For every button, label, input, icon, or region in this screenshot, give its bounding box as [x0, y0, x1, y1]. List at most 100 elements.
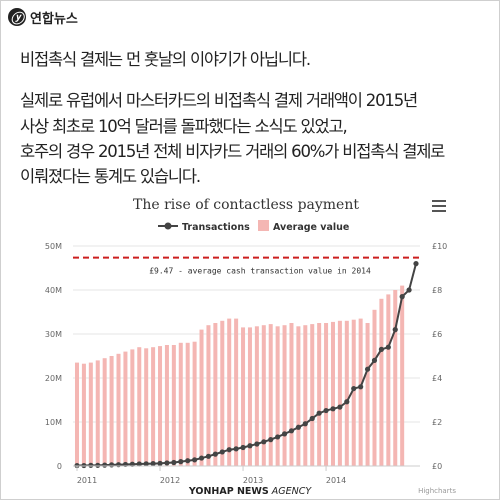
- average-value-bar: [164, 345, 169, 466]
- highcharts-credit[interactable]: Highcharts: [418, 487, 456, 495]
- average-value-bar: [109, 356, 114, 466]
- transactions-point: [164, 460, 170, 466]
- transactions-point: [399, 294, 405, 300]
- transactions-point: [198, 455, 205, 461]
- transactions-point: [323, 407, 329, 414]
- yonhap-watermark: YONHAP NEWS AGENCY: [0, 486, 500, 497]
- average-value-bar: [206, 325, 211, 466]
- average-value-bar: [102, 358, 107, 466]
- contactless-chart: The rise of contactless payment Transact…: [45, 197, 456, 495]
- average-value-bar: [351, 319, 356, 466]
- average-value-bar: [365, 323, 370, 466]
- right-tick-label: £4: [432, 374, 442, 383]
- average-value-bar: [261, 325, 266, 466]
- average-value-bar: [95, 360, 100, 466]
- left-tick-label: 0: [57, 462, 62, 471]
- reference-line-label: £9.47 - average cash transaction value i…: [149, 267, 371, 276]
- average-value-bar: [81, 363, 86, 466]
- average-value-bar: [178, 342, 183, 466]
- transactions-point: [102, 462, 108, 468]
- transactions-point: [413, 261, 419, 267]
- legend-item-average-value[interactable]: Average value: [258, 220, 349, 233]
- transactions-point: [281, 431, 288, 437]
- average-value-bar: [213, 323, 218, 466]
- left-tick-label: 30M: [45, 330, 62, 339]
- right-tick-label: £8: [432, 286, 442, 295]
- average-value-bar: [289, 323, 294, 466]
- transactions-point: [192, 457, 198, 463]
- average-value-bar: [296, 326, 301, 466]
- x-tick-label: 2011: [77, 476, 97, 485]
- average-value-bar: [220, 320, 225, 466]
- watermark-agency: AGENCY: [268, 486, 312, 497]
- transactions-point: [254, 441, 260, 447]
- transactions-point: [302, 421, 308, 427]
- transactions-point: [385, 344, 391, 350]
- transactions-point: [233, 446, 239, 452]
- transactions-point: [136, 461, 142, 467]
- transactions-point: [406, 287, 412, 293]
- transactions-line-path: [77, 263, 417, 467]
- body-line-3: 호주의 경우 2015년 전체 비자카드 거래의 60%가 비접촉식 결제로: [20, 142, 445, 161]
- transactions-point: [371, 357, 378, 363]
- transactions-point: [108, 462, 115, 468]
- average-value-bar: [400, 285, 405, 466]
- legend-label-average-value: Average value: [273, 222, 349, 233]
- average-value-bar: [116, 353, 121, 466]
- body-line-1: 실제로 유럽에서 마스터카드의 비접촉식 결제 거래액이 2015년: [20, 91, 418, 110]
- right-tick-label: £0: [432, 462, 442, 471]
- average-value-bar: [199, 329, 204, 466]
- chart-title: The rise of contactless payment: [133, 197, 359, 213]
- headline: 비접촉식 결제는 먼 훗날의 이야기가 아닙니다.: [20, 50, 311, 69]
- transactions-point: [157, 460, 163, 466]
- average-value-bar: [372, 309, 377, 466]
- body-line-4: 이뤄졌다는 통계도 있습니다.: [20, 167, 201, 186]
- transactions-point: [261, 439, 267, 445]
- transactions-point: [240, 444, 246, 451]
- transactions-point: [212, 451, 218, 457]
- average-value-bar: [337, 320, 342, 466]
- average-value-bar: [393, 290, 398, 466]
- legend-label-transactions: Transactions: [182, 222, 250, 233]
- transactions-point: [219, 449, 225, 455]
- x-tick-label: 2013: [243, 476, 263, 485]
- average-value-bar: [185, 342, 190, 466]
- average-value-bar: [310, 324, 315, 466]
- transactions-point: [247, 443, 253, 449]
- average-value-bar: [358, 318, 363, 466]
- legend-item-transactions[interactable]: Transactions: [158, 222, 250, 233]
- legend: Transactions Average value: [158, 220, 349, 233]
- right-tick-label: £10: [432, 242, 447, 251]
- average-value-bar: [275, 326, 280, 466]
- average-value-bar: [192, 341, 197, 466]
- transactions-point: [392, 327, 398, 333]
- transactions-point: [205, 453, 212, 459]
- yonhap-logo: ⓨ 연합뉴스: [8, 6, 78, 28]
- transactions-point: [337, 404, 343, 410]
- average-value-bar: [137, 347, 142, 466]
- average-value-bar: [317, 323, 322, 466]
- right-tick-label: £2: [432, 418, 442, 427]
- transactions-point: [88, 462, 94, 468]
- average-value-bar: [88, 362, 93, 466]
- average-value-bar: [227, 318, 232, 466]
- yonhap-logo-text: 연합뉴스: [30, 11, 78, 27]
- transactions-point: [171, 459, 177, 466]
- average-value-bars: [74, 285, 405, 466]
- average-value-bar: [344, 320, 349, 466]
- average-value-bar: [123, 351, 128, 466]
- x-tick-label: 2014: [326, 476, 346, 485]
- right-tick-label: £6: [432, 330, 442, 339]
- body-line-2: 사상 최초로 10억 달러를 돌파했다는 소식도 있었고,: [20, 117, 348, 136]
- left-axis: 0 10M 20M 30M 40M 50M: [45, 242, 62, 471]
- average-value-bar: [268, 324, 273, 466]
- left-tick-label: 40M: [45, 286, 62, 295]
- transactions-point: [309, 415, 315, 422]
- transactions-point: [95, 462, 101, 468]
- transactions-point: [364, 366, 371, 372]
- average-value-bar: [144, 348, 149, 466]
- reference-line: £9.47 - average cash transaction value i…: [73, 256, 420, 276]
- average-value-bar: [130, 349, 135, 466]
- hamburger-menu-icon[interactable]: [432, 200, 446, 212]
- transactions-point: [226, 447, 232, 453]
